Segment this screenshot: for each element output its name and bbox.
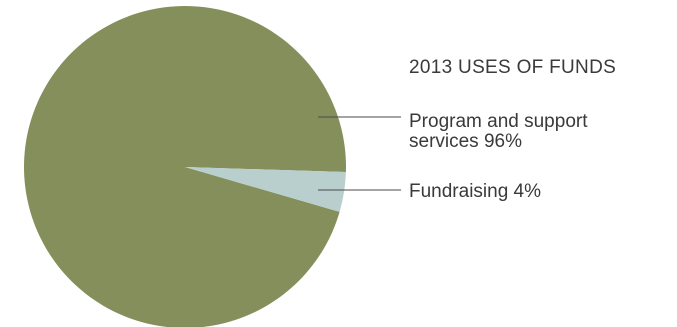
slice-labels: Program and support services 96% Fundraisi… xyxy=(409,111,588,202)
slice-label-1: Program and support services 96% xyxy=(409,111,588,152)
pie-slice-program-and-support-services xyxy=(24,6,346,327)
slice-label-line: services 96% xyxy=(409,131,522,152)
pie-slices xyxy=(24,6,346,327)
chart-title: 2013 USES OF FUNDS xyxy=(409,57,616,78)
slice-label-2: Fundraising 4% xyxy=(409,181,541,202)
leader-lines xyxy=(318,116,401,191)
pie-slice-fundraising xyxy=(185,167,346,212)
slice-label-line: Fundraising 4% xyxy=(409,181,541,202)
slice-label-line: Program and support xyxy=(409,111,588,132)
